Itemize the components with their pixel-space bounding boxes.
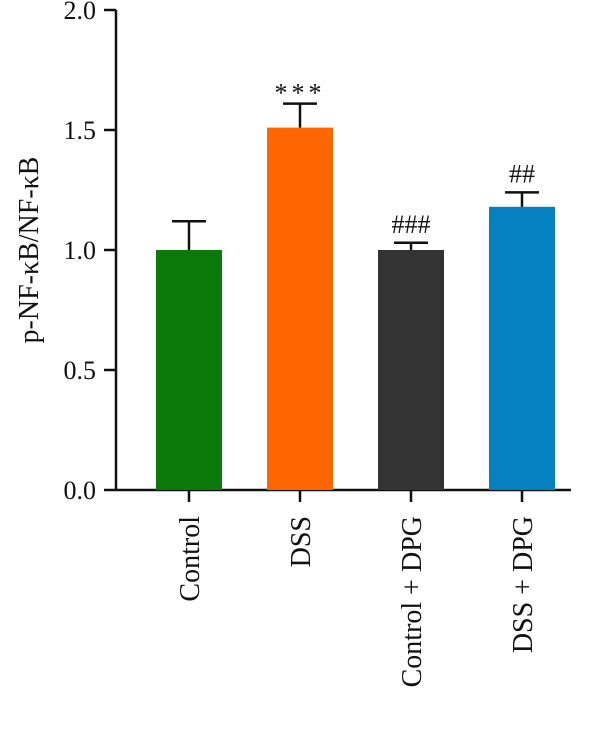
significance-label: ## (509, 159, 535, 188)
y-tick-label: 0.5 (64, 356, 97, 385)
x-category-label: Control (175, 516, 206, 602)
bar (378, 250, 444, 490)
y-axis-label: p-NF-κB/NF-κB (14, 157, 45, 344)
significance-label: *** (275, 79, 326, 108)
y-tick-label: 2.0 (64, 0, 97, 25)
significance-label: ### (392, 210, 431, 239)
y-tick-label: 1.0 (64, 236, 97, 265)
y-tick-label: 1.5 (64, 116, 97, 145)
bar (489, 206, 555, 491)
x-category-label: DSS + DPG (508, 516, 539, 653)
x-category-label: DSS (286, 516, 317, 567)
bar (267, 127, 333, 490)
x-category-label: Control + DPG (397, 516, 428, 687)
y-tick-label: 0.0 (64, 476, 97, 505)
bar (156, 250, 222, 490)
plot-area: 0.0 0.5 1.0 1.5 2.0 Control *** DSS ### Control +… (64, 0, 571, 687)
